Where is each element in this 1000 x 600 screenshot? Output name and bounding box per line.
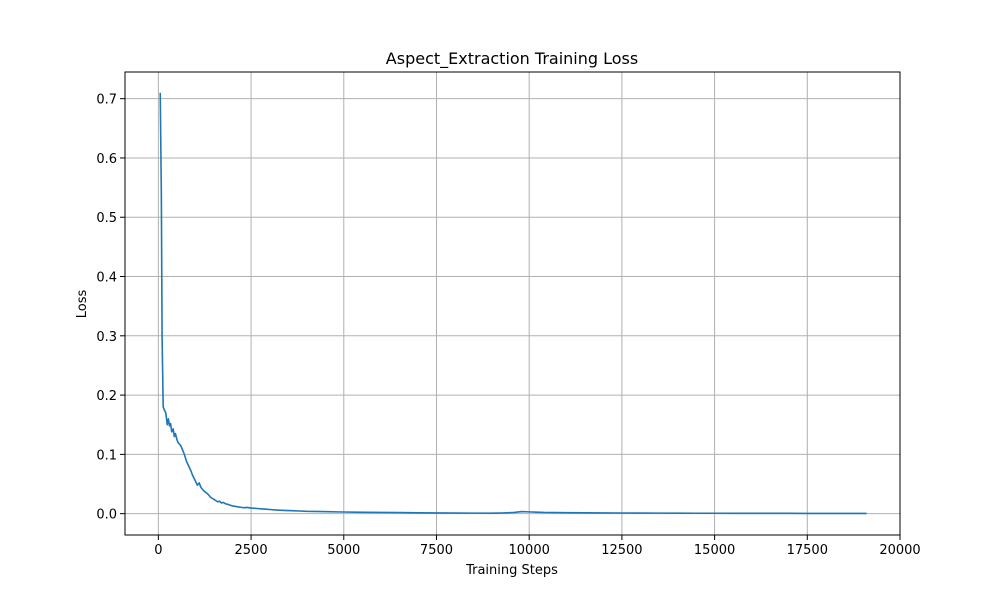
y-tick-label: 0.3 (96, 330, 117, 345)
y-tick-label: 0.1 (96, 448, 117, 463)
x-tick-label: 10000 (509, 543, 550, 558)
y-tick-label: 0.7 (96, 93, 117, 108)
x-tick-label: 20000 (879, 543, 920, 558)
y-tick-label: 0.6 (96, 152, 117, 167)
x-axis-label: Training Steps (465, 563, 558, 578)
y-axis-label: Loss (75, 290, 90, 319)
y-tick-label: 0.2 (96, 389, 117, 404)
plot-frame (124, 71, 901, 536)
x-tick-label: 17500 (787, 543, 828, 558)
y-axis-ticks: 0.0 0.1 0.2 0.3 0.4 0.5 0.6 0.7 (96, 93, 125, 523)
y-tick-label: 0.4 (96, 271, 117, 286)
y-tick-label: 0.5 (96, 211, 117, 226)
grid (125, 72, 901, 535)
x-tick-label: 7500 (420, 543, 453, 558)
x-axis-ticks: 0 2500 5000 7500 10000 12500 15000 17500 20000 (154, 535, 921, 558)
loss-series-line (159, 92, 867, 515)
series-layer (159, 92, 867, 515)
x-tick-label: 0 (154, 543, 162, 558)
x-tick-label: 5000 (327, 543, 360, 558)
x-tick-label: 2500 (235, 543, 268, 558)
y-tick-label: 0.0 (96, 508, 117, 523)
x-tick-label: 15000 (694, 543, 735, 558)
chart-title: Aspect_Extraction Training Loss (386, 49, 638, 69)
x-tick-label: 12500 (601, 543, 642, 558)
